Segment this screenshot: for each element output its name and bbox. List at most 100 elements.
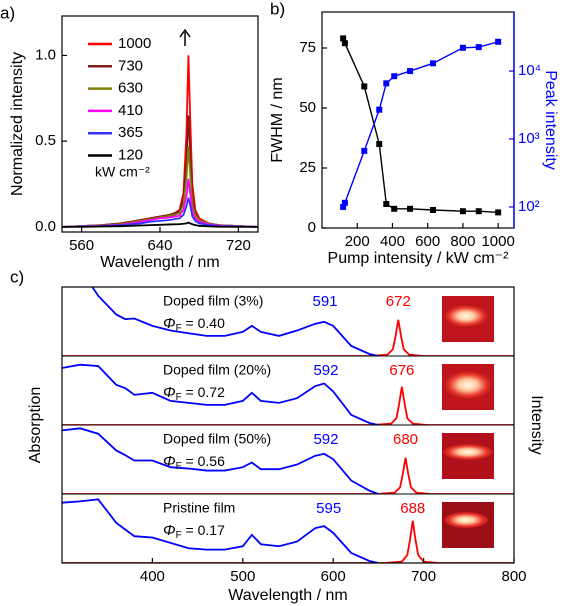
x-tick-label: 800 [450, 233, 475, 250]
phi-symbol: Φ [163, 453, 176, 470]
sample-label: Doped film (50%) [163, 431, 271, 447]
x-tick-label: 500 [230, 568, 255, 585]
y-axis-label: Normalized intensity [9, 52, 26, 196]
absorption-line [62, 427, 379, 494]
x-axis-label: Wavelength / nm [228, 587, 347, 604]
marker [383, 80, 390, 87]
x-tick-label: 800 [501, 568, 526, 585]
emission-line [62, 457, 514, 494]
series-line [62, 178, 258, 228]
spectrum-layer [62, 363, 514, 425]
spectrum-layer [62, 427, 514, 494]
sample-label: Doped film (20%) [163, 362, 271, 378]
x-axis-label: Wavelength / nm [100, 254, 219, 271]
marker [459, 208, 466, 215]
photo [442, 364, 494, 410]
phi-value: = 0.17 [182, 522, 225, 538]
phi-subscript: F [176, 392, 182, 403]
phi-subscript: F [176, 530, 182, 541]
marker [340, 203, 347, 210]
y-tick-label: 50 [299, 99, 316, 116]
marker [429, 60, 436, 67]
plot-frame [61, 15, 259, 233]
phi-symbol: Φ [163, 384, 176, 401]
legend-unit: kW cm⁻² [95, 164, 150, 180]
emission-peak-label: 676 [389, 362, 414, 379]
y2-tick-label: 10² [518, 198, 540, 215]
y-tick-label: 75 [299, 39, 316, 56]
y2-axis-label: Intensity [528, 395, 545, 455]
sample-label: Doped film (3%) [163, 293, 263, 309]
photo [442, 433, 494, 479]
phi-value: = 0.56 [182, 453, 225, 469]
emission-line [62, 386, 514, 425]
plot-frame [61, 286, 515, 564]
y-axis-label: Absorption [27, 387, 44, 464]
marker [475, 208, 482, 215]
absorption-peak-label: 591 [313, 293, 338, 310]
y2-tick-label: 10⁴ [518, 62, 541, 79]
marker [407, 205, 414, 212]
absorption-line [62, 498, 379, 563]
emission-peak-label: 680 [393, 431, 418, 448]
x-tick-label: 400 [380, 233, 405, 250]
y-tick-label: 0.0 [35, 218, 56, 235]
emission-peak-label: 672 [386, 293, 411, 310]
quantum-yield: ΦF = 0.72 [163, 384, 225, 403]
x-tick-label: 700 [411, 568, 436, 585]
x-tick-label: 640 [147, 237, 172, 254]
marker [340, 35, 347, 42]
phi-subscript: F [176, 323, 182, 334]
arrow-annotation [179, 28, 191, 46]
marker [361, 83, 368, 90]
sample-label: Pristine film [163, 500, 235, 516]
quantum-yield: ΦF = 0.40 [163, 315, 225, 334]
marker [383, 201, 390, 207]
series-line [62, 197, 258, 228]
legend-label: 630 [118, 80, 143, 97]
marker [475, 44, 482, 51]
panel-label: c) [10, 267, 24, 286]
y2-axis-label: Peak intensity [542, 70, 559, 170]
legend-label: 1000 [118, 35, 151, 52]
marker [407, 68, 414, 75]
marker [376, 106, 383, 113]
marker [391, 73, 398, 80]
marker [341, 199, 348, 206]
x-tick-label: 720 [226, 237, 251, 254]
absorption-peak-label: 595 [316, 500, 341, 517]
legend-label: 730 [118, 57, 143, 74]
plot-frame [321, 11, 515, 229]
marker [341, 40, 348, 47]
absorption-peak-label: 592 [313, 431, 338, 448]
absorption-peak-label: 592 [313, 362, 338, 379]
series-layer [342, 38, 499, 214]
photo [442, 502, 494, 548]
series-line [62, 55, 258, 228]
legend-label: 365 [118, 124, 143, 141]
emission-line [62, 319, 514, 356]
spectrum-layer [62, 287, 514, 356]
spectrum-layer [62, 498, 514, 563]
emission-line [62, 520, 514, 563]
panel-label: a) [0, 3, 15, 22]
phi-value: = 0.72 [182, 384, 225, 400]
marker [495, 209, 502, 216]
series-layer [62, 55, 258, 228]
marker [495, 38, 502, 45]
y-axis-label: FWHM / nm [269, 77, 286, 162]
phi-symbol: Φ [163, 315, 176, 332]
series-line [62, 146, 258, 228]
x-tick-label: 400 [140, 568, 165, 585]
phi-subscript: F [176, 461, 182, 472]
marker [361, 147, 368, 154]
x-tick-label: 600 [321, 568, 346, 585]
x-tick-label: 200 [345, 233, 370, 250]
absorption-line [91, 287, 379, 356]
legend-label: 120 [118, 146, 143, 163]
x-tick-label: 1000 [481, 233, 514, 250]
marker [376, 141, 383, 147]
y-tick-label: 0.5 [35, 132, 56, 149]
